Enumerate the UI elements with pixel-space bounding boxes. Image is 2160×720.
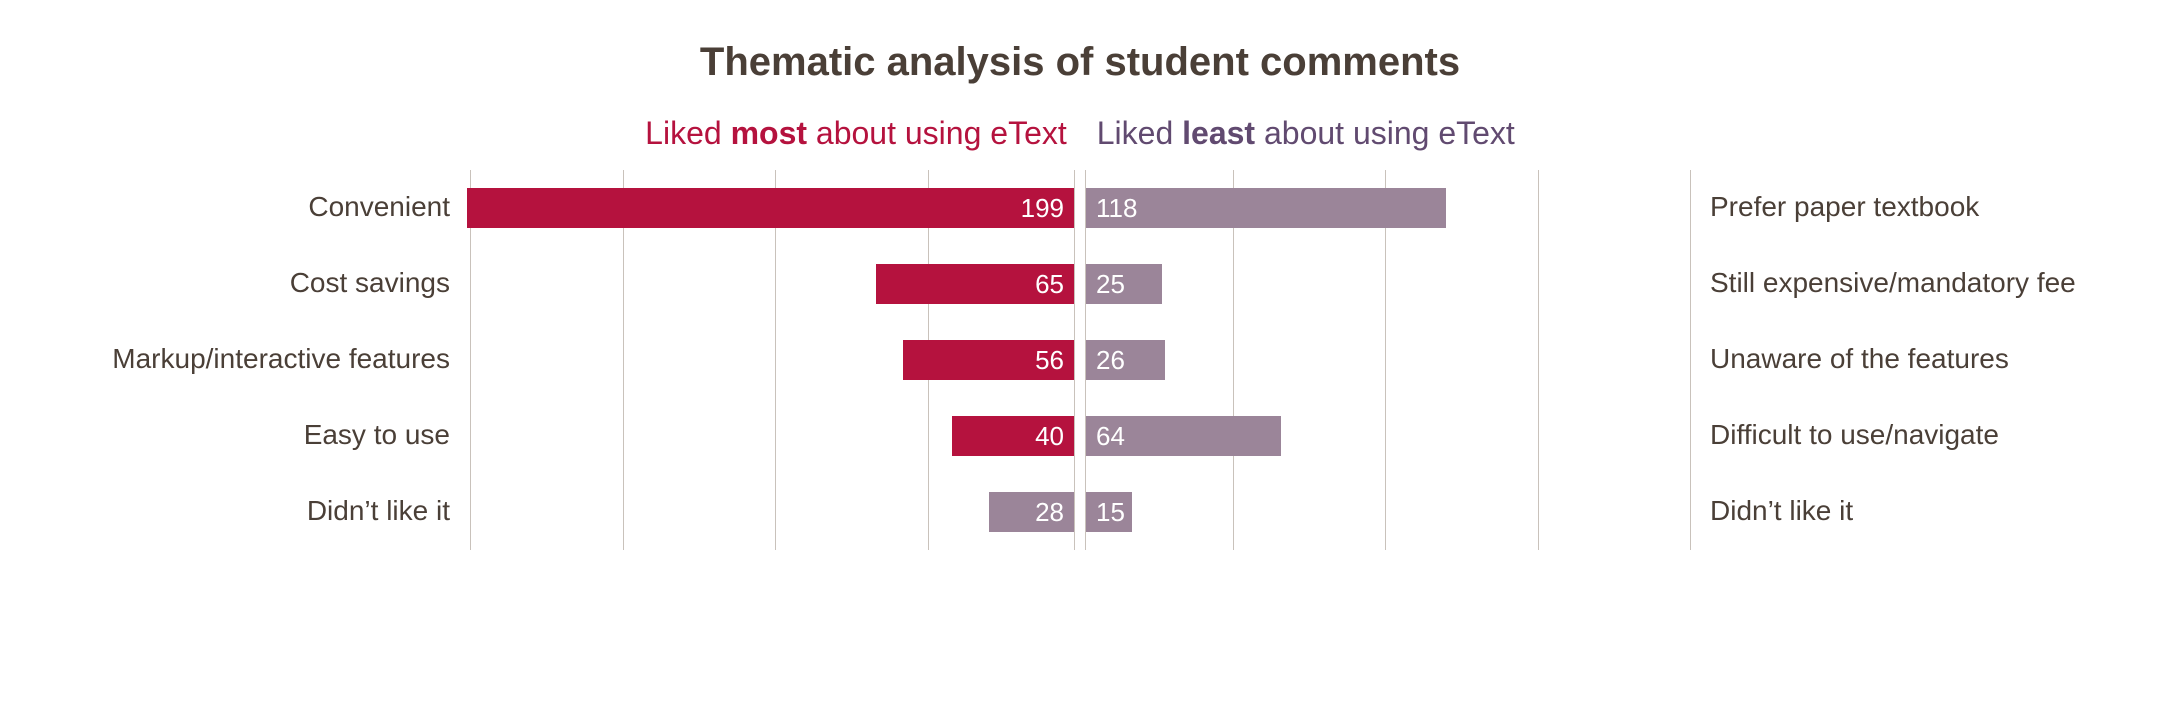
bar-value-left: 40: [1035, 421, 1064, 452]
chart-title: Thematic analysis of student comments: [60, 40, 2100, 85]
row-label-right: Difficult to use/navigate: [1710, 419, 2050, 451]
row-label-right: Prefer paper textbook: [1710, 191, 2050, 223]
subtitle-left: Liked most about using eText: [645, 115, 1067, 152]
chart-container: Thematic analysis of student comments Li…: [0, 0, 2160, 720]
row-label-left: Convenient: [110, 191, 450, 223]
subtitle-right-prefix: Liked: [1097, 115, 1182, 151]
bar-left: 40: [952, 416, 1074, 456]
bar-value-right: 25: [1096, 269, 1125, 300]
row-label-left: Markup/interactive features: [110, 343, 450, 375]
row-label-right: Still expensive/mandatory fee: [1710, 267, 2050, 299]
bar-left: 65: [876, 264, 1074, 304]
row-label-left: Easy to use: [110, 419, 450, 451]
bar-right: 118: [1086, 188, 1446, 228]
row-label-right: Unaware of the features: [1710, 343, 2050, 375]
bar-value-right: 26: [1096, 345, 1125, 376]
bar-value-left: 28: [1035, 497, 1064, 528]
subtitle-left-emphasis: most: [731, 115, 807, 151]
bar-left: 28: [989, 492, 1074, 532]
row-label-right: Didn’t like it: [1710, 495, 2050, 527]
subtitle-right: Liked least about using eText: [1097, 115, 1515, 152]
subtitle-left-suffix: about using eText: [807, 115, 1067, 151]
bar-value-right: 118: [1096, 193, 1137, 224]
chart-subtitles: Liked most about using eText Liked least…: [60, 115, 2100, 152]
bar-right: 25: [1086, 264, 1162, 304]
gridline: [1690, 170, 1691, 550]
bar-left: 199: [467, 188, 1074, 228]
gridline: [1538, 170, 1539, 550]
subtitle-right-suffix: about using eText: [1255, 115, 1515, 151]
bar-left: 56: [903, 340, 1074, 380]
subtitle-right-emphasis: least: [1182, 115, 1255, 151]
row-label-left: Cost savings: [110, 267, 450, 299]
bar-value-left: 199: [1021, 193, 1064, 224]
center-divider: [1074, 170, 1086, 550]
bar-value-left: 56: [1035, 345, 1064, 376]
bar-value-left: 65: [1035, 269, 1064, 300]
bar-value-right: 15: [1096, 497, 1125, 528]
bar-right: 64: [1086, 416, 1281, 456]
subtitle-left-prefix: Liked: [645, 115, 730, 151]
bar-value-right: 64: [1096, 421, 1125, 452]
bar-right: 26: [1086, 340, 1165, 380]
plot-area: ConvenientPrefer paper textbook199118Cos…: [470, 170, 1690, 550]
row-label-left: Didn’t like it: [110, 495, 450, 527]
bar-right: 15: [1086, 492, 1132, 532]
